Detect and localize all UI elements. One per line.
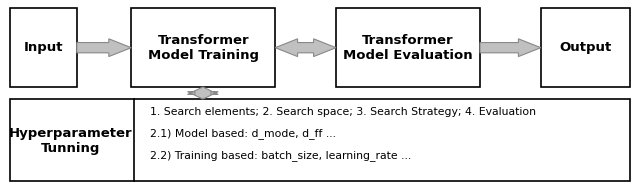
Polygon shape [275, 39, 336, 56]
Text: Output: Output [559, 41, 612, 54]
Bar [10, 8, 77, 87]
Text: Transformer
Model Training: Transformer Model Training [148, 34, 259, 62]
Bar [131, 8, 275, 87]
Polygon shape [77, 39, 131, 56]
Text: Transformer
Model Evaluation: Transformer Model Evaluation [343, 34, 473, 62]
Text: 2.1) Model based: d_mode, d_ff ...: 2.1) Model based: d_mode, d_ff ... [150, 128, 337, 139]
Polygon shape [480, 39, 541, 56]
Text: 2.2) Training based: batch_size, learning_rate ...: 2.2) Training based: batch_size, learnin… [150, 150, 412, 161]
Bar [336, 8, 480, 87]
Text: 1. Search elements; 2. Search space; 3. Search Strategy; 4. Evaluation: 1. Search elements; 2. Search space; 3. … [150, 107, 536, 117]
Bar [10, 99, 630, 181]
Text: Input: Input [24, 41, 63, 54]
Bar [541, 8, 630, 87]
Text: Hyperparameter
Tunning: Hyperparameter Tunning [8, 127, 132, 155]
Polygon shape [188, 87, 218, 99]
